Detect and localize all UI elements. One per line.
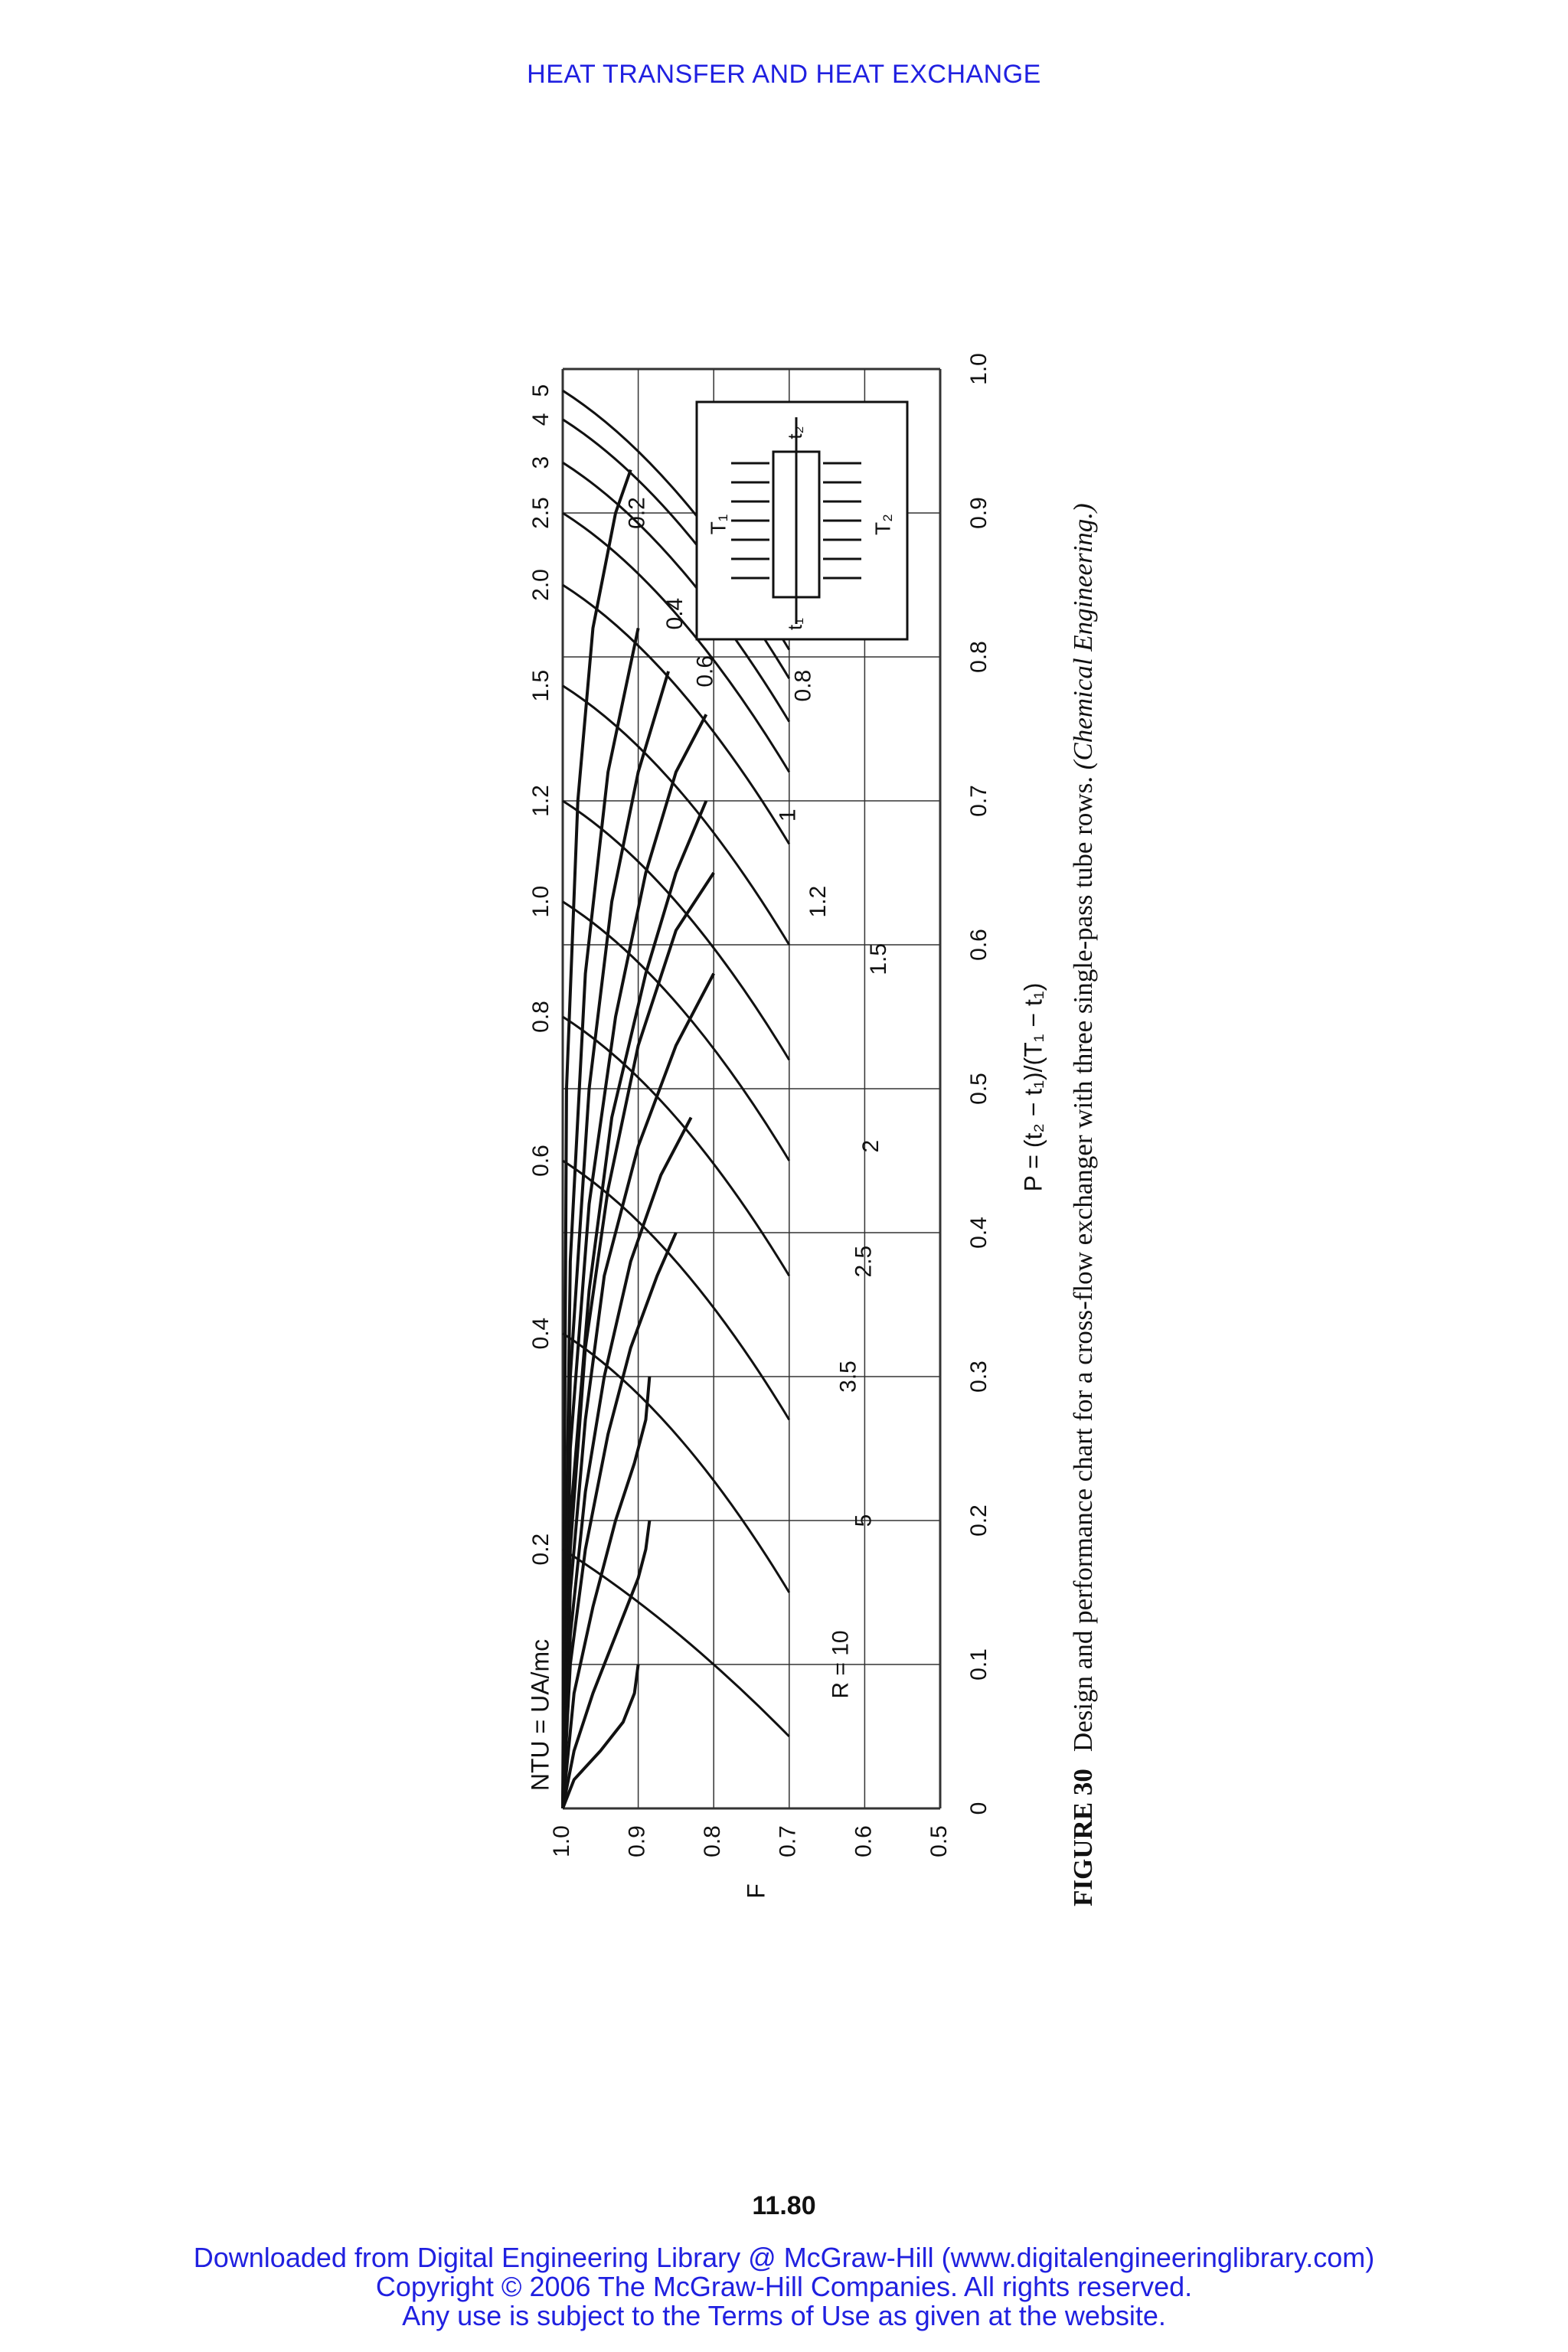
ntu-tick-label: 1.5 — [528, 670, 554, 702]
running-head: HEAT TRANSFER AND HEAT EXCHANGE — [527, 60, 1041, 89]
ntu-curve — [562, 511, 791, 773]
r-curve — [561, 800, 708, 1809]
ntu-curve — [562, 684, 791, 946]
y-tick-label: 1.0 — [549, 1825, 574, 1857]
x-tick-label: 0.4 — [966, 1217, 991, 1249]
ntu-curve — [562, 1548, 790, 1738]
ntu-tick-label: 1.2 — [528, 785, 554, 817]
ntu-tick-label: 4 — [528, 413, 554, 426]
figure-caption-text: Design and performance chart for a cross… — [1068, 776, 1098, 1753]
x-tick-label: 0 — [966, 1802, 991, 1815]
ntu-curve — [562, 900, 791, 1161]
r-curve — [561, 627, 640, 1809]
page-number: 11.80 — [752, 2191, 816, 2220]
x-tick-label: 0.7 — [966, 785, 991, 817]
ntu-curve — [562, 461, 791, 723]
ntu-tick-label: 0.4 — [528, 1318, 554, 1350]
r-curve-label: 1.5 — [866, 943, 891, 975]
y-tick-label: 0.5 — [926, 1825, 952, 1857]
ntu-tick-label: 1.0 — [528, 886, 554, 918]
footer-line-2: Copyright © 2006 The McGraw-Hill Compani… — [375, 2271, 1193, 2302]
r-curve — [561, 1664, 640, 1809]
x-tick-label: 0.5 — [966, 1073, 991, 1105]
r-curve-label: 1.2 — [805, 886, 831, 918]
r-curve — [561, 1520, 652, 1809]
footer: Downloaded from Digital Engineering Libr… — [0, 2243, 1568, 2331]
ntu-tick-label: 0.6 — [528, 1145, 554, 1177]
x-tick-label: 1.0 — [966, 353, 991, 385]
y-tick-label: 0.7 — [776, 1825, 801, 1857]
r-curve-label: 1 — [776, 808, 801, 822]
y-tick-label: 0.9 — [625, 1825, 650, 1857]
ntu-tick-label: 0.8 — [528, 1001, 554, 1033]
inset-label-t1: t₁ — [783, 618, 806, 630]
inset-label-t2: t₂ — [783, 426, 806, 439]
ntu-axis-title: NTU = UA/mc — [526, 1639, 554, 1791]
ntu-tick-label: 2.0 — [528, 569, 554, 601]
r-curve-label: 2.5 — [851, 1246, 876, 1278]
x-tick-label: 0.6 — [966, 929, 991, 961]
r-curve-label: R = 10 — [828, 1630, 854, 1698]
footer-line-3: Any use is subject to the Terms of Use a… — [402, 2300, 1166, 2331]
ntu-tick-label: 2.5 — [528, 497, 554, 529]
x-tick-label: 0.3 — [966, 1361, 991, 1393]
ntu-curve — [562, 1159, 791, 1421]
ntu-curve — [562, 1015, 791, 1277]
x-tick-label: 0.9 — [966, 497, 991, 529]
y-tick-label: 0.6 — [851, 1825, 876, 1857]
figure-label: FIGURE 30 — [1068, 1769, 1098, 1906]
r-curve-label: 3.5 — [836, 1361, 861, 1393]
x-tick-label: 0.8 — [966, 641, 991, 673]
ntu-tick-label: 5 — [528, 384, 554, 397]
r-curve-label: 0.8 — [790, 670, 815, 702]
y-tick-label: 0.8 — [700, 1825, 725, 1857]
inset-label-T1: T₁ — [706, 514, 730, 535]
footer-line-1: Downloaded from Digital Engineering Libr… — [193, 2242, 1375, 2273]
r-curve-label: 5 — [851, 1514, 876, 1527]
y-axis-title: F — [742, 1883, 769, 1899]
ntu-tick-label: 3 — [528, 456, 554, 469]
figure-caption-source: (Chemical Engineering.) — [1068, 503, 1098, 770]
x-axis-title: P = (t₂ − t₁)/(T₁ − t₁) — [1019, 983, 1047, 1192]
ntu-curve — [562, 583, 791, 845]
ntu-tick-label: 0.2 — [528, 1534, 554, 1566]
r-curve-label: 2 — [858, 1140, 884, 1153]
x-tick-label: 0.1 — [966, 1648, 991, 1681]
inset-label-T2: T₂ — [871, 514, 894, 535]
ntu-curve — [562, 799, 791, 1061]
ntu-curve — [562, 1332, 791, 1593]
r-curve — [561, 1376, 652, 1809]
x-tick-label: 0.2 — [966, 1504, 991, 1537]
figure-caption: FIGURE 30 Design and performance chart fo… — [1068, 375, 1099, 1906]
